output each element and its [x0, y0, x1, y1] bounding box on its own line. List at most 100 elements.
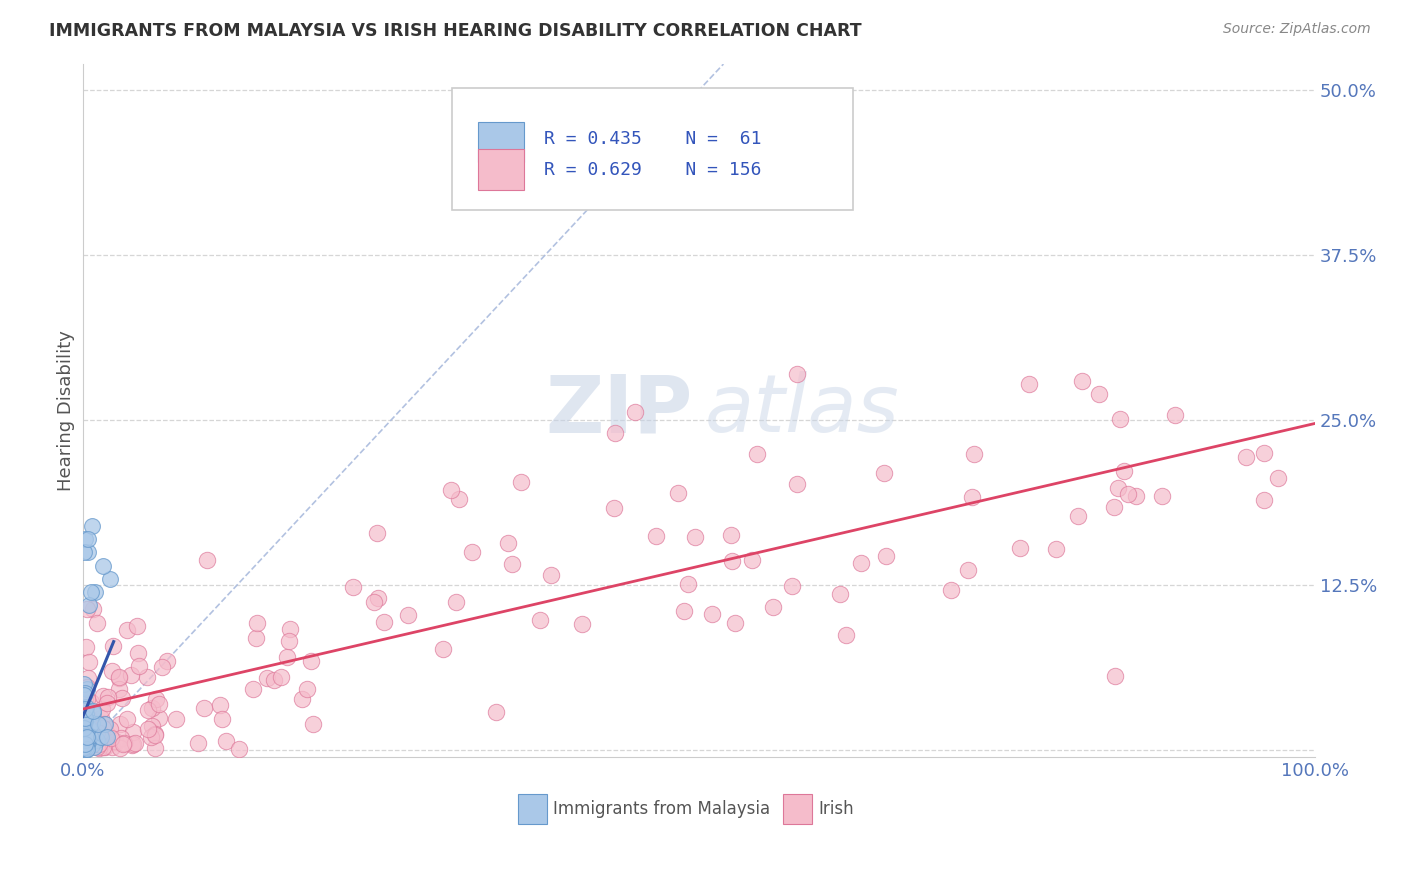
- Point: [82, 706, 104, 720]
- Point: [277, 634, 299, 648]
- Point: [101, 639, 124, 653]
- Point: [91, 558, 114, 573]
- Point: [367, 591, 389, 606]
- Point: [73, 692, 96, 706]
- Point: [127, 619, 149, 633]
- Point: [94, 717, 117, 731]
- Point: [187, 735, 209, 749]
- Point: [76, 729, 98, 743]
- Text: ZIP: ZIP: [546, 371, 693, 450]
- Point: [496, 535, 519, 549]
- Point: [141, 700, 163, 714]
- Point: [673, 603, 696, 617]
- Point: [101, 740, 124, 755]
- Point: [93, 721, 115, 735]
- Point: [107, 671, 129, 685]
- Point: [82, 734, 104, 748]
- Point: [93, 735, 115, 749]
- Point: [73, 688, 96, 702]
- Point: [91, 701, 114, 715]
- Point: [245, 631, 267, 645]
- Text: Immigrants from Malaysia: Immigrants from Malaysia: [554, 800, 770, 818]
- Point: [342, 580, 364, 594]
- Point: [93, 735, 115, 749]
- Point: [444, 595, 467, 609]
- Point: [700, 607, 723, 621]
- Point: [156, 654, 179, 668]
- Point: [86, 717, 108, 731]
- Point: [117, 713, 139, 727]
- Point: [956, 563, 979, 577]
- Point: [1267, 471, 1289, 485]
- Point: [76, 532, 98, 546]
- Point: [72, 730, 94, 744]
- Point: [136, 722, 159, 736]
- Point: [1104, 668, 1126, 682]
- Point: [873, 466, 896, 480]
- Point: [299, 654, 322, 668]
- Point: [82, 704, 104, 718]
- Point: [104, 734, 127, 748]
- Point: [104, 734, 127, 748]
- Point: [77, 735, 100, 749]
- Point: [79, 732, 101, 747]
- Point: [80, 716, 103, 731]
- Point: [86, 725, 108, 739]
- Point: [80, 738, 103, 752]
- Text: IMMIGRANTS FROM MALAYSIA VS IRISH HEARING DISABILITY CORRELATION CHART: IMMIGRANTS FROM MALAYSIA VS IRISH HEARIN…: [49, 22, 862, 40]
- Point: [73, 712, 96, 726]
- Point: [86, 616, 108, 631]
- Point: [73, 725, 96, 739]
- Point: [86, 731, 108, 745]
- Point: [128, 659, 150, 673]
- Point: [76, 602, 98, 616]
- Point: [75, 640, 97, 654]
- Point: [143, 740, 166, 755]
- Point: [449, 491, 471, 506]
- Point: [87, 741, 110, 756]
- Point: [1109, 411, 1132, 425]
- Point: [84, 585, 107, 599]
- Point: [683, 530, 706, 544]
- Point: [1164, 408, 1187, 422]
- Point: [211, 713, 233, 727]
- Point: [72, 732, 94, 747]
- Point: [1253, 446, 1275, 460]
- Point: [786, 368, 808, 382]
- FancyBboxPatch shape: [783, 794, 813, 824]
- Point: [75, 737, 97, 751]
- Point: [75, 736, 97, 750]
- Point: [111, 691, 134, 706]
- Point: [834, 628, 856, 642]
- FancyBboxPatch shape: [453, 88, 853, 210]
- Point: [72, 736, 94, 750]
- Point: [1234, 450, 1257, 464]
- Point: [96, 730, 118, 744]
- Point: [485, 705, 508, 719]
- Point: [87, 716, 110, 731]
- Point: [291, 692, 314, 706]
- Point: [741, 552, 763, 566]
- Point: [603, 501, 626, 516]
- Point: [1088, 387, 1111, 401]
- Point: [90, 730, 112, 744]
- FancyBboxPatch shape: [478, 121, 524, 162]
- Point: [75, 700, 97, 714]
- Point: [127, 646, 149, 660]
- Point: [762, 600, 785, 615]
- Point: [122, 725, 145, 739]
- Point: [256, 671, 278, 685]
- Point: [246, 615, 269, 630]
- Point: [98, 572, 121, 586]
- Point: [432, 642, 454, 657]
- Point: [1010, 541, 1032, 555]
- Point: [77, 721, 100, 735]
- Point: [1112, 464, 1135, 478]
- Point: [91, 740, 114, 755]
- Point: [1253, 493, 1275, 508]
- Point: [73, 677, 96, 691]
- Point: [193, 701, 215, 715]
- Point: [270, 670, 292, 684]
- Point: [148, 697, 170, 711]
- Point: [83, 740, 105, 755]
